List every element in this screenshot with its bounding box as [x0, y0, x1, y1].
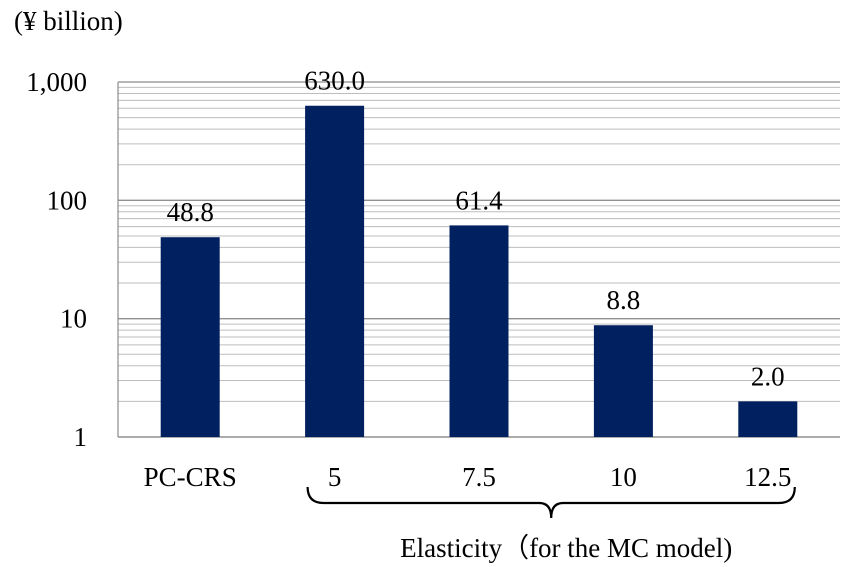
y-tick-label: 100 [47, 185, 88, 215]
y-tick-labels: 1 10 100 1,000 [26, 67, 87, 452]
y-tick-label: 1,000 [26, 67, 87, 97]
data-label: 630.0 [304, 66, 365, 96]
x-tick-label: 7.5 [462, 462, 496, 492]
y-axis-unit-label: (¥ billion) [14, 6, 123, 36]
y-tick-label: 1 [74, 422, 88, 452]
x-tick-label: 12.5 [744, 462, 791, 492]
bar [305, 105, 365, 438]
bar [449, 225, 509, 437]
x-tick-labels: PC-CRS 5 7.5 10 12.5 [144, 462, 792, 492]
data-labels: 48.8 630.0 61.4 8.8 2.0 [167, 66, 785, 392]
data-label: 61.4 [455, 185, 503, 215]
bar [160, 237, 220, 437]
bar [593, 325, 653, 437]
data-label: 48.8 [167, 197, 214, 227]
x-tick-label: 5 [328, 462, 342, 492]
x-tick-label: PC-CRS [144, 462, 237, 492]
x-tick-label: 10 [610, 462, 637, 492]
elasticity-axis-label: Elasticity（for the MC model) [400, 533, 732, 563]
data-label: 8.8 [607, 285, 641, 315]
bar [738, 401, 798, 437]
y-tick-label: 10 [60, 304, 87, 334]
bars [160, 105, 798, 438]
elasticity-bracket [306, 486, 796, 519]
data-label: 2.0 [751, 361, 785, 391]
